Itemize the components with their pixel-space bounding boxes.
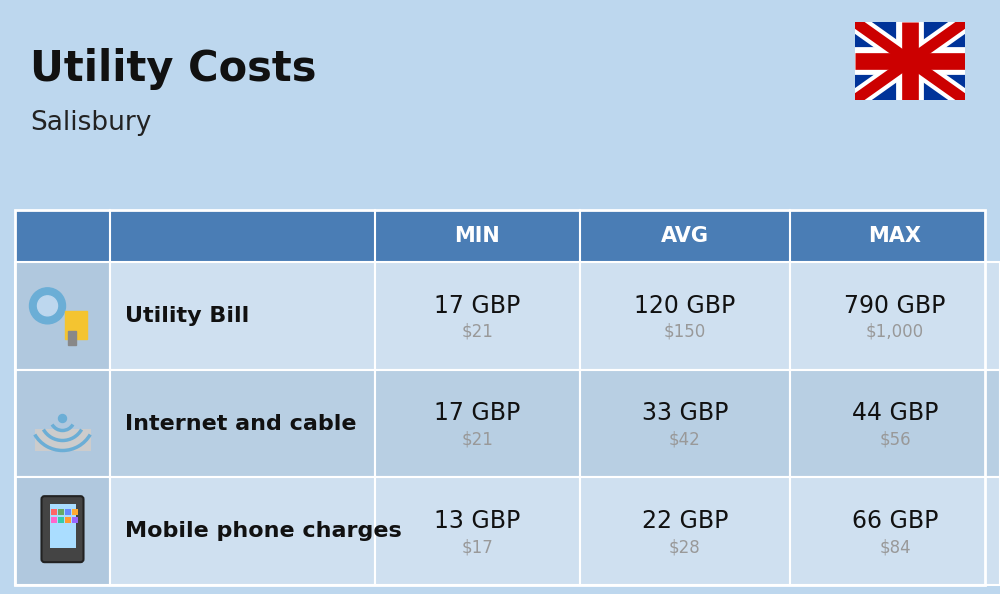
Text: 17 GBP: 17 GBP (434, 402, 521, 425)
Text: $84: $84 (879, 538, 911, 556)
Bar (375, 478, 580, 585)
Text: $21: $21 (462, 431, 493, 448)
Circle shape (30, 288, 66, 324)
Text: $56: $56 (879, 431, 911, 448)
Bar (50, 509, 56, 515)
Bar (72, 509, 78, 515)
Text: MAX: MAX (868, 226, 922, 246)
Text: $17: $17 (462, 538, 493, 556)
Text: 22 GBP: 22 GBP (642, 509, 728, 533)
Bar (64, 517, 70, 523)
Text: Utility Bill: Utility Bill (125, 306, 249, 326)
Bar (15, 478, 110, 585)
Bar (58, 509, 64, 515)
Bar (790, 262, 1000, 369)
Text: 44 GBP: 44 GBP (852, 402, 938, 425)
Text: MIN: MIN (455, 226, 500, 246)
Bar (68, 331, 76, 345)
Bar (64, 509, 70, 515)
Bar (110, 262, 375, 369)
Text: 17 GBP: 17 GBP (434, 294, 521, 318)
Bar (50, 517, 56, 523)
Text: $28: $28 (669, 538, 701, 556)
Text: $1,000: $1,000 (866, 323, 924, 341)
Bar (15, 210, 985, 585)
Bar (790, 369, 1000, 478)
Bar (580, 369, 790, 478)
Text: $21: $21 (462, 323, 493, 341)
Text: Mobile phone charges: Mobile phone charges (125, 521, 402, 541)
Bar (375, 369, 580, 478)
Bar (34, 428, 90, 450)
Text: $150: $150 (664, 323, 706, 341)
Bar (50, 504, 76, 548)
Bar (110, 478, 375, 585)
Bar (15, 262, 110, 369)
Text: Utility Costs: Utility Costs (30, 48, 316, 90)
Text: 13 GBP: 13 GBP (434, 509, 521, 533)
Bar (58, 517, 64, 523)
Circle shape (58, 415, 66, 422)
Bar (15, 369, 110, 478)
Bar (580, 478, 790, 585)
Bar (64, 311, 87, 339)
Bar (72, 517, 78, 523)
Bar (15, 210, 985, 262)
Text: 120 GBP: 120 GBP (634, 294, 736, 318)
Circle shape (38, 296, 58, 316)
Text: AVG: AVG (661, 226, 709, 246)
Text: $42: $42 (669, 431, 701, 448)
Text: Internet and cable: Internet and cable (125, 413, 356, 434)
Text: 66 GBP: 66 GBP (852, 509, 938, 533)
Bar (110, 369, 375, 478)
Text: 790 GBP: 790 GBP (844, 294, 946, 318)
FancyBboxPatch shape (42, 496, 84, 562)
Bar (855, 22, 965, 100)
Text: 33 GBP: 33 GBP (642, 402, 728, 425)
Bar (580, 262, 790, 369)
Text: Salisbury: Salisbury (30, 110, 151, 136)
Bar (375, 262, 580, 369)
Bar (790, 478, 1000, 585)
